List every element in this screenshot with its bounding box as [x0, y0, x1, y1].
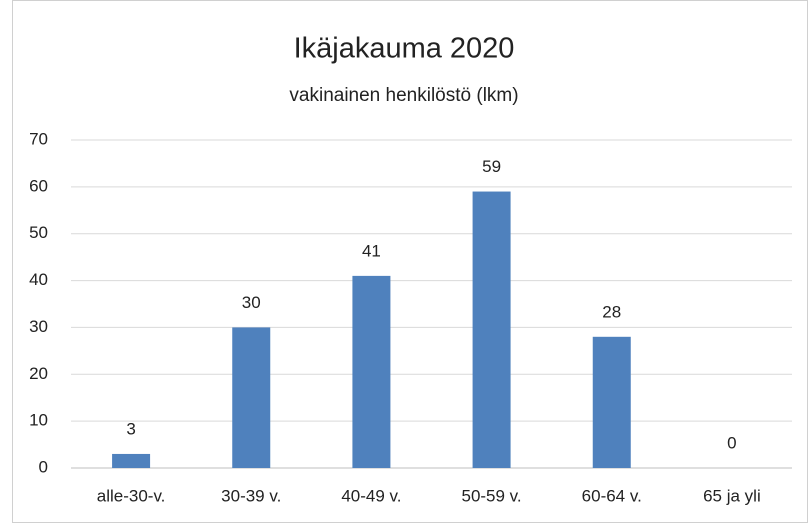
bar [232, 327, 271, 468]
x-tick-label: 40-49 v. [341, 486, 401, 505]
x-tick-label: alle-30-v. [97, 486, 166, 505]
data-label: 41 [362, 241, 381, 260]
data-label: 28 [602, 302, 621, 321]
x-tick-label: 60-64 v. [582, 486, 642, 505]
bar [592, 336, 631, 468]
y-tick-label: 40 [29, 270, 48, 289]
chart-subtitle: vakinainen henkilöstö (lkm) [289, 85, 518, 106]
x-tick-label: 50-59 v. [461, 486, 521, 505]
chart-title: Ikäjakauma 2020 [294, 33, 515, 65]
y-tick-label: 30 [29, 317, 48, 336]
chart-frame [12, 0, 808, 523]
y-tick-label: 60 [29, 176, 48, 195]
y-tick-label: 20 [29, 364, 48, 383]
data-label: 0 [727, 433, 736, 452]
data-label: 30 [242, 293, 261, 312]
bar [472, 191, 511, 469]
x-tick-label: 30-39 v. [221, 486, 281, 505]
y-tick-label: 0 [39, 457, 48, 476]
data-label: 3 [126, 419, 135, 438]
x-tick-label: 65 ja yli [703, 486, 761, 505]
y-tick-label: 50 [29, 223, 48, 242]
y-tick-label: 70 [29, 129, 48, 148]
y-tick-label: 10 [29, 411, 48, 430]
bar [112, 453, 151, 468]
data-label: 59 [482, 157, 501, 176]
bar [352, 275, 391, 468]
